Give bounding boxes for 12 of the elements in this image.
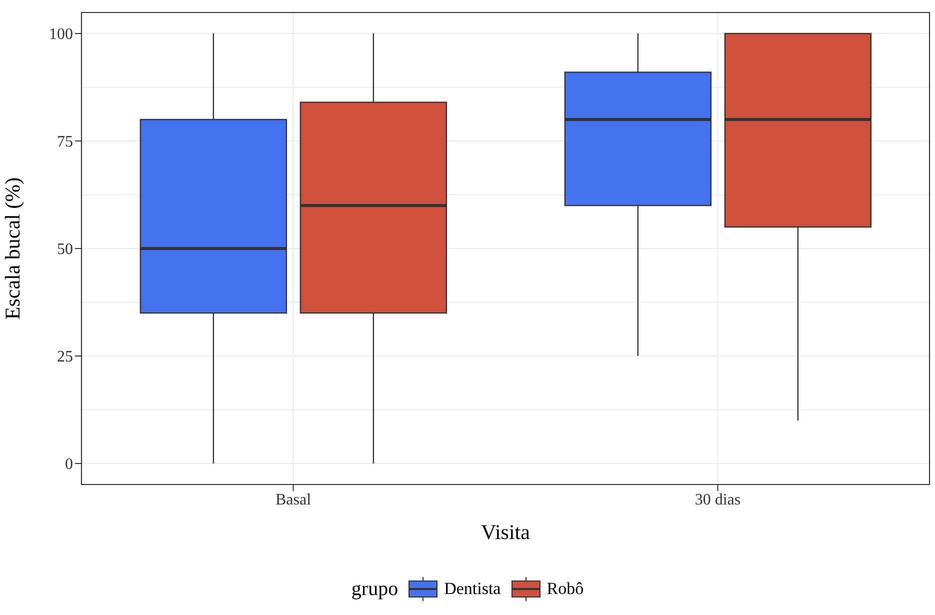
legend-title: grupo [351,578,398,600]
legend-label: Dentista [444,579,501,599]
x-tick-label: 30 dias [694,491,741,508]
x-tick-label: Basal [275,491,312,508]
y-tick-label: 25 [57,348,73,366]
y-tick-label: 0 [65,456,73,474]
y-tick-label: 100 [49,26,73,44]
y-tick-label: 75 [57,134,73,151]
x-axis-title: Visita [481,520,531,544]
legend-label: Robô [546,579,584,599]
y-axis-title: Escala bucal (%) [0,177,24,320]
y-tick-label: 50 [57,241,73,258]
